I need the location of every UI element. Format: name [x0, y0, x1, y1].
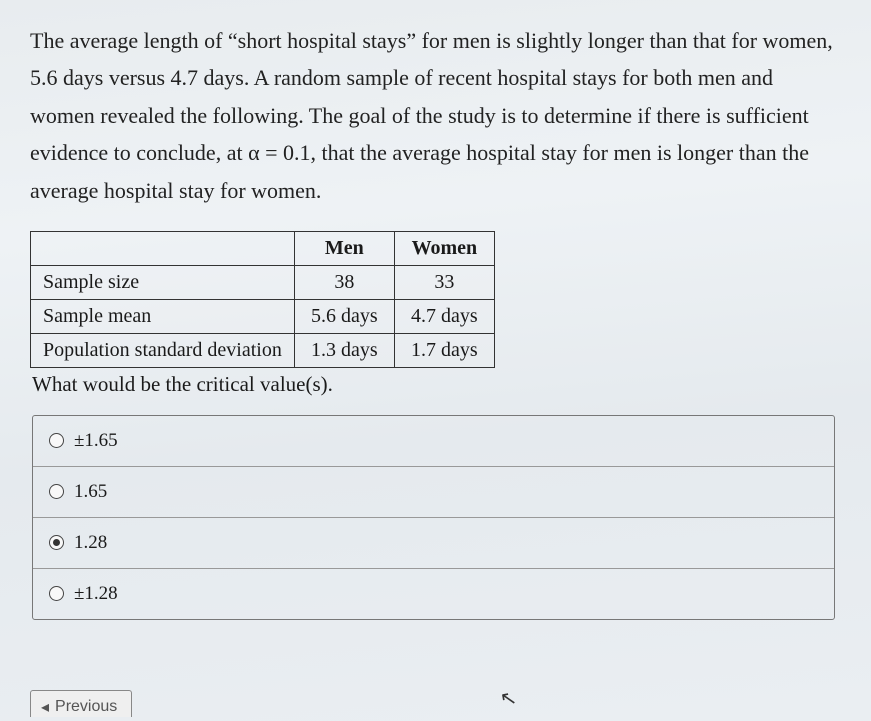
cell-value: 4.7 days: [394, 299, 494, 333]
option-label: ±1.65: [74, 430, 118, 452]
option-1[interactable]: ±1.65: [33, 416, 834, 467]
row-label: Population standard deviation: [31, 333, 295, 367]
cell-value: 38: [294, 265, 394, 299]
cell-value: 33: [394, 265, 494, 299]
table-row: Sample size 38 33: [31, 265, 495, 299]
cell-value: 1.3 days: [294, 333, 394, 367]
radio-icon: [49, 484, 64, 499]
question-text: The average length of “short hospital st…: [30, 22, 841, 209]
table-header-row: Men Women: [31, 231, 495, 265]
cell-value: 5.6 days: [294, 299, 394, 333]
option-label: 1.28: [74, 532, 107, 554]
radio-icon: [49, 535, 64, 550]
option-label: 1.65: [74, 481, 107, 503]
radio-icon: [49, 433, 64, 448]
previous-label: Previous: [55, 698, 117, 716]
cursor-icon: ↖: [498, 685, 519, 713]
col-header-women: Women: [394, 231, 494, 265]
option-2[interactable]: 1.65: [33, 467, 834, 518]
table-row: Sample mean 5.6 days 4.7 days: [31, 299, 495, 333]
table-row: Population standard deviation 1.3 days 1…: [31, 333, 495, 367]
option-3[interactable]: 1.28: [33, 518, 834, 569]
radio-icon: [49, 586, 64, 601]
chevron-left-icon: ◂: [41, 697, 49, 717]
options-group: ±1.65 1.65 1.28 ±1.28: [32, 415, 835, 620]
row-label: Sample size: [31, 265, 295, 299]
data-table: Men Women Sample size 38 33 Sample mean …: [30, 231, 495, 368]
option-4[interactable]: ±1.28: [33, 569, 834, 619]
table-corner: [31, 231, 295, 265]
subquestion-text: What would be the critical value(s).: [32, 372, 841, 397]
cell-value: 1.7 days: [394, 333, 494, 367]
col-header-men: Men: [294, 231, 394, 265]
option-label: ±1.28: [74, 583, 118, 605]
previous-button[interactable]: ◂ Previous: [30, 690, 132, 717]
row-label: Sample mean: [31, 299, 295, 333]
